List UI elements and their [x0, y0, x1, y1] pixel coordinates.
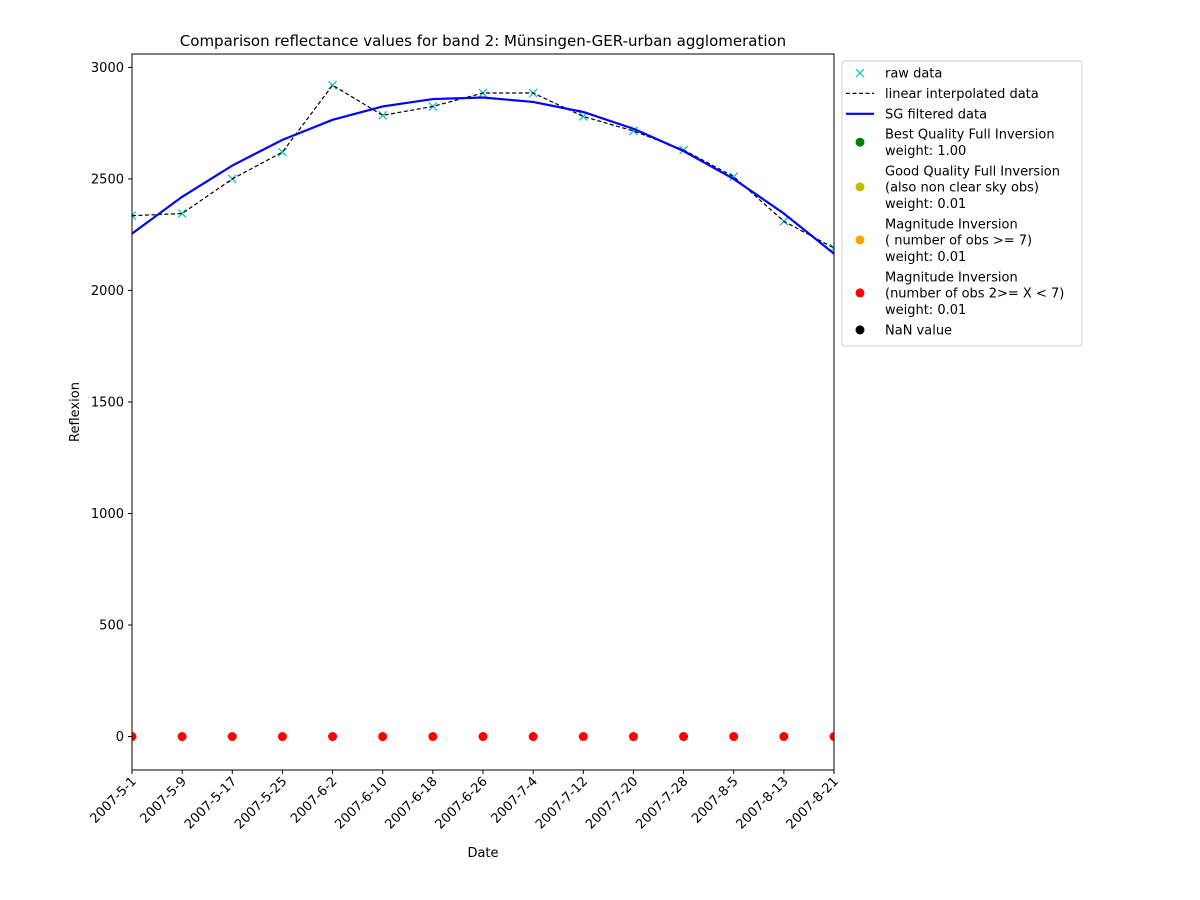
data-point-raw-data-1 — [177, 209, 187, 218]
plot-area: 0 500 1000 1500 2000 2500 3000 2007-5-12007-5-9… — [87, 53, 842, 832]
legend-symbol — [855, 137, 865, 147]
legend-box — [841, 60, 1083, 347]
data-point-magnitude-inversion-2 — [227, 732, 237, 742]
data-point-magnitude-inversion-10 — [628, 732, 638, 742]
x-tick-label: 2007-6-18 — [383, 774, 441, 832]
data-point-magnitude-inversion-3 — [277, 732, 287, 742]
legend: raw data linear interpolated data SG filte… — [841, 60, 1083, 347]
data-point-magnitude-inversion-6 — [428, 732, 438, 742]
y-tick-label: 1500 — [91, 395, 124, 410]
data-point-magnitude-inversion-7 — [478, 732, 488, 742]
x-tick-label: 2007-6-10 — [332, 774, 390, 832]
chart-title: Comparison reflectance values for band 2… — [180, 32, 786, 50]
data-point-magnitude-inversion-9 — [578, 732, 588, 742]
data-marks — [132, 80, 834, 742]
data-point-magnitude-inversion-12 — [729, 732, 739, 742]
x-tick-label: 2007-7-28 — [633, 774, 691, 832]
x-tick-label: 2007-5-1 — [87, 774, 139, 826]
data-point-magnitude-inversion-5 — [378, 732, 388, 742]
data-point-magnitude-inversion-4 — [328, 732, 338, 742]
series-line-sg-filtered-data — [132, 96, 834, 255]
y-tick-label: 2000 — [91, 284, 124, 299]
legend-item-raw-data: raw data — [855, 67, 942, 82]
legend-symbol — [855, 68, 865, 78]
legend-symbol — [855, 288, 865, 298]
y-tick-label: 0 — [116, 730, 124, 745]
x-tick-label: 2007-5-25 — [232, 774, 290, 832]
legend-label: Good Quality Full Inversion (also non cle… — [885, 164, 1060, 212]
legend-symbol — [855, 235, 865, 245]
y-tick-label: 2500 — [91, 172, 124, 187]
legend-item-best-quality-full-inversion: Best Quality Full Inversion weight: 1.00 — [855, 128, 1055, 159]
x-tick-label: 2007-8-21 — [784, 774, 842, 832]
series-line-linear-interpolated-data — [132, 84, 834, 249]
x-tick-label: 2007-7-20 — [583, 774, 641, 832]
y-axis-label: Reflexion — [68, 382, 83, 442]
x-tick-label: 2007-5-17 — [182, 774, 240, 832]
x-axis-label: Date — [467, 846, 498, 861]
plot-frame — [131, 53, 835, 771]
legend-item-nan-value: NaN value — [855, 323, 952, 338]
data-point-magnitude-inversion-0 — [132, 732, 137, 742]
legend-symbol — [855, 325, 865, 335]
data-point-magnitude-inversion-1 — [177, 732, 187, 742]
legend-label: SG filtered data — [885, 107, 987, 122]
y-tick-label: 1000 — [91, 507, 124, 522]
legend-item-magnitude-inversion: Magnitude Inversion( number of obs >= 7)… — [855, 217, 1032, 265]
legend-label: NaN value — [885, 323, 952, 338]
legend-label: Magnitude Inversion( number of obs >= 7)… — [885, 217, 1032, 265]
y-tick-label: 500 — [99, 619, 124, 634]
legend-label: raw data — [885, 67, 942, 82]
legend-label: linear interpolated data — [885, 87, 1039, 102]
data-point-magnitude-inversion-14 — [829, 732, 834, 742]
x-tick-label: 2007-7-4 — [489, 774, 541, 826]
x-tick-label: 2007-5-9 — [138, 774, 190, 826]
x-tick-label: 2007-7-12 — [533, 774, 591, 832]
x-tick-label: 2007-6-26 — [433, 774, 491, 832]
y-tick-label: 3000 — [91, 61, 124, 76]
legend-item-magnitude-inversion: Magnitude Inversion (number of obs 2>= X … — [855, 270, 1064, 318]
legend-label: Magnitude Inversion (number of obs 2>= X … — [885, 270, 1064, 318]
x-tick-label: 2007-8-5 — [689, 774, 741, 826]
data-point-raw-data-5 — [378, 110, 388, 120]
data-point-magnitude-inversion-8 — [528, 732, 538, 742]
data-point-magnitude-inversion-13 — [779, 732, 789, 742]
data-point-raw-data-0 — [132, 211, 137, 221]
x-tick-label: 2007-6-2 — [288, 774, 340, 826]
legend-label: Best Quality Full Inversion weight: 1.00 — [885, 128, 1055, 159]
legend-item-sg-filtered-data: SG filtered data — [846, 107, 987, 122]
legend-symbol — [855, 182, 865, 192]
x-tick-label: 2007-8-13 — [734, 774, 792, 832]
legend-item-linear-interpolated-data: linear interpolated data — [846, 87, 1039, 102]
data-point-magnitude-inversion-11 — [679, 732, 689, 742]
legend-item-good-quality-full-inversion: Good Quality Full Inversion (also non cle… — [855, 164, 1060, 212]
